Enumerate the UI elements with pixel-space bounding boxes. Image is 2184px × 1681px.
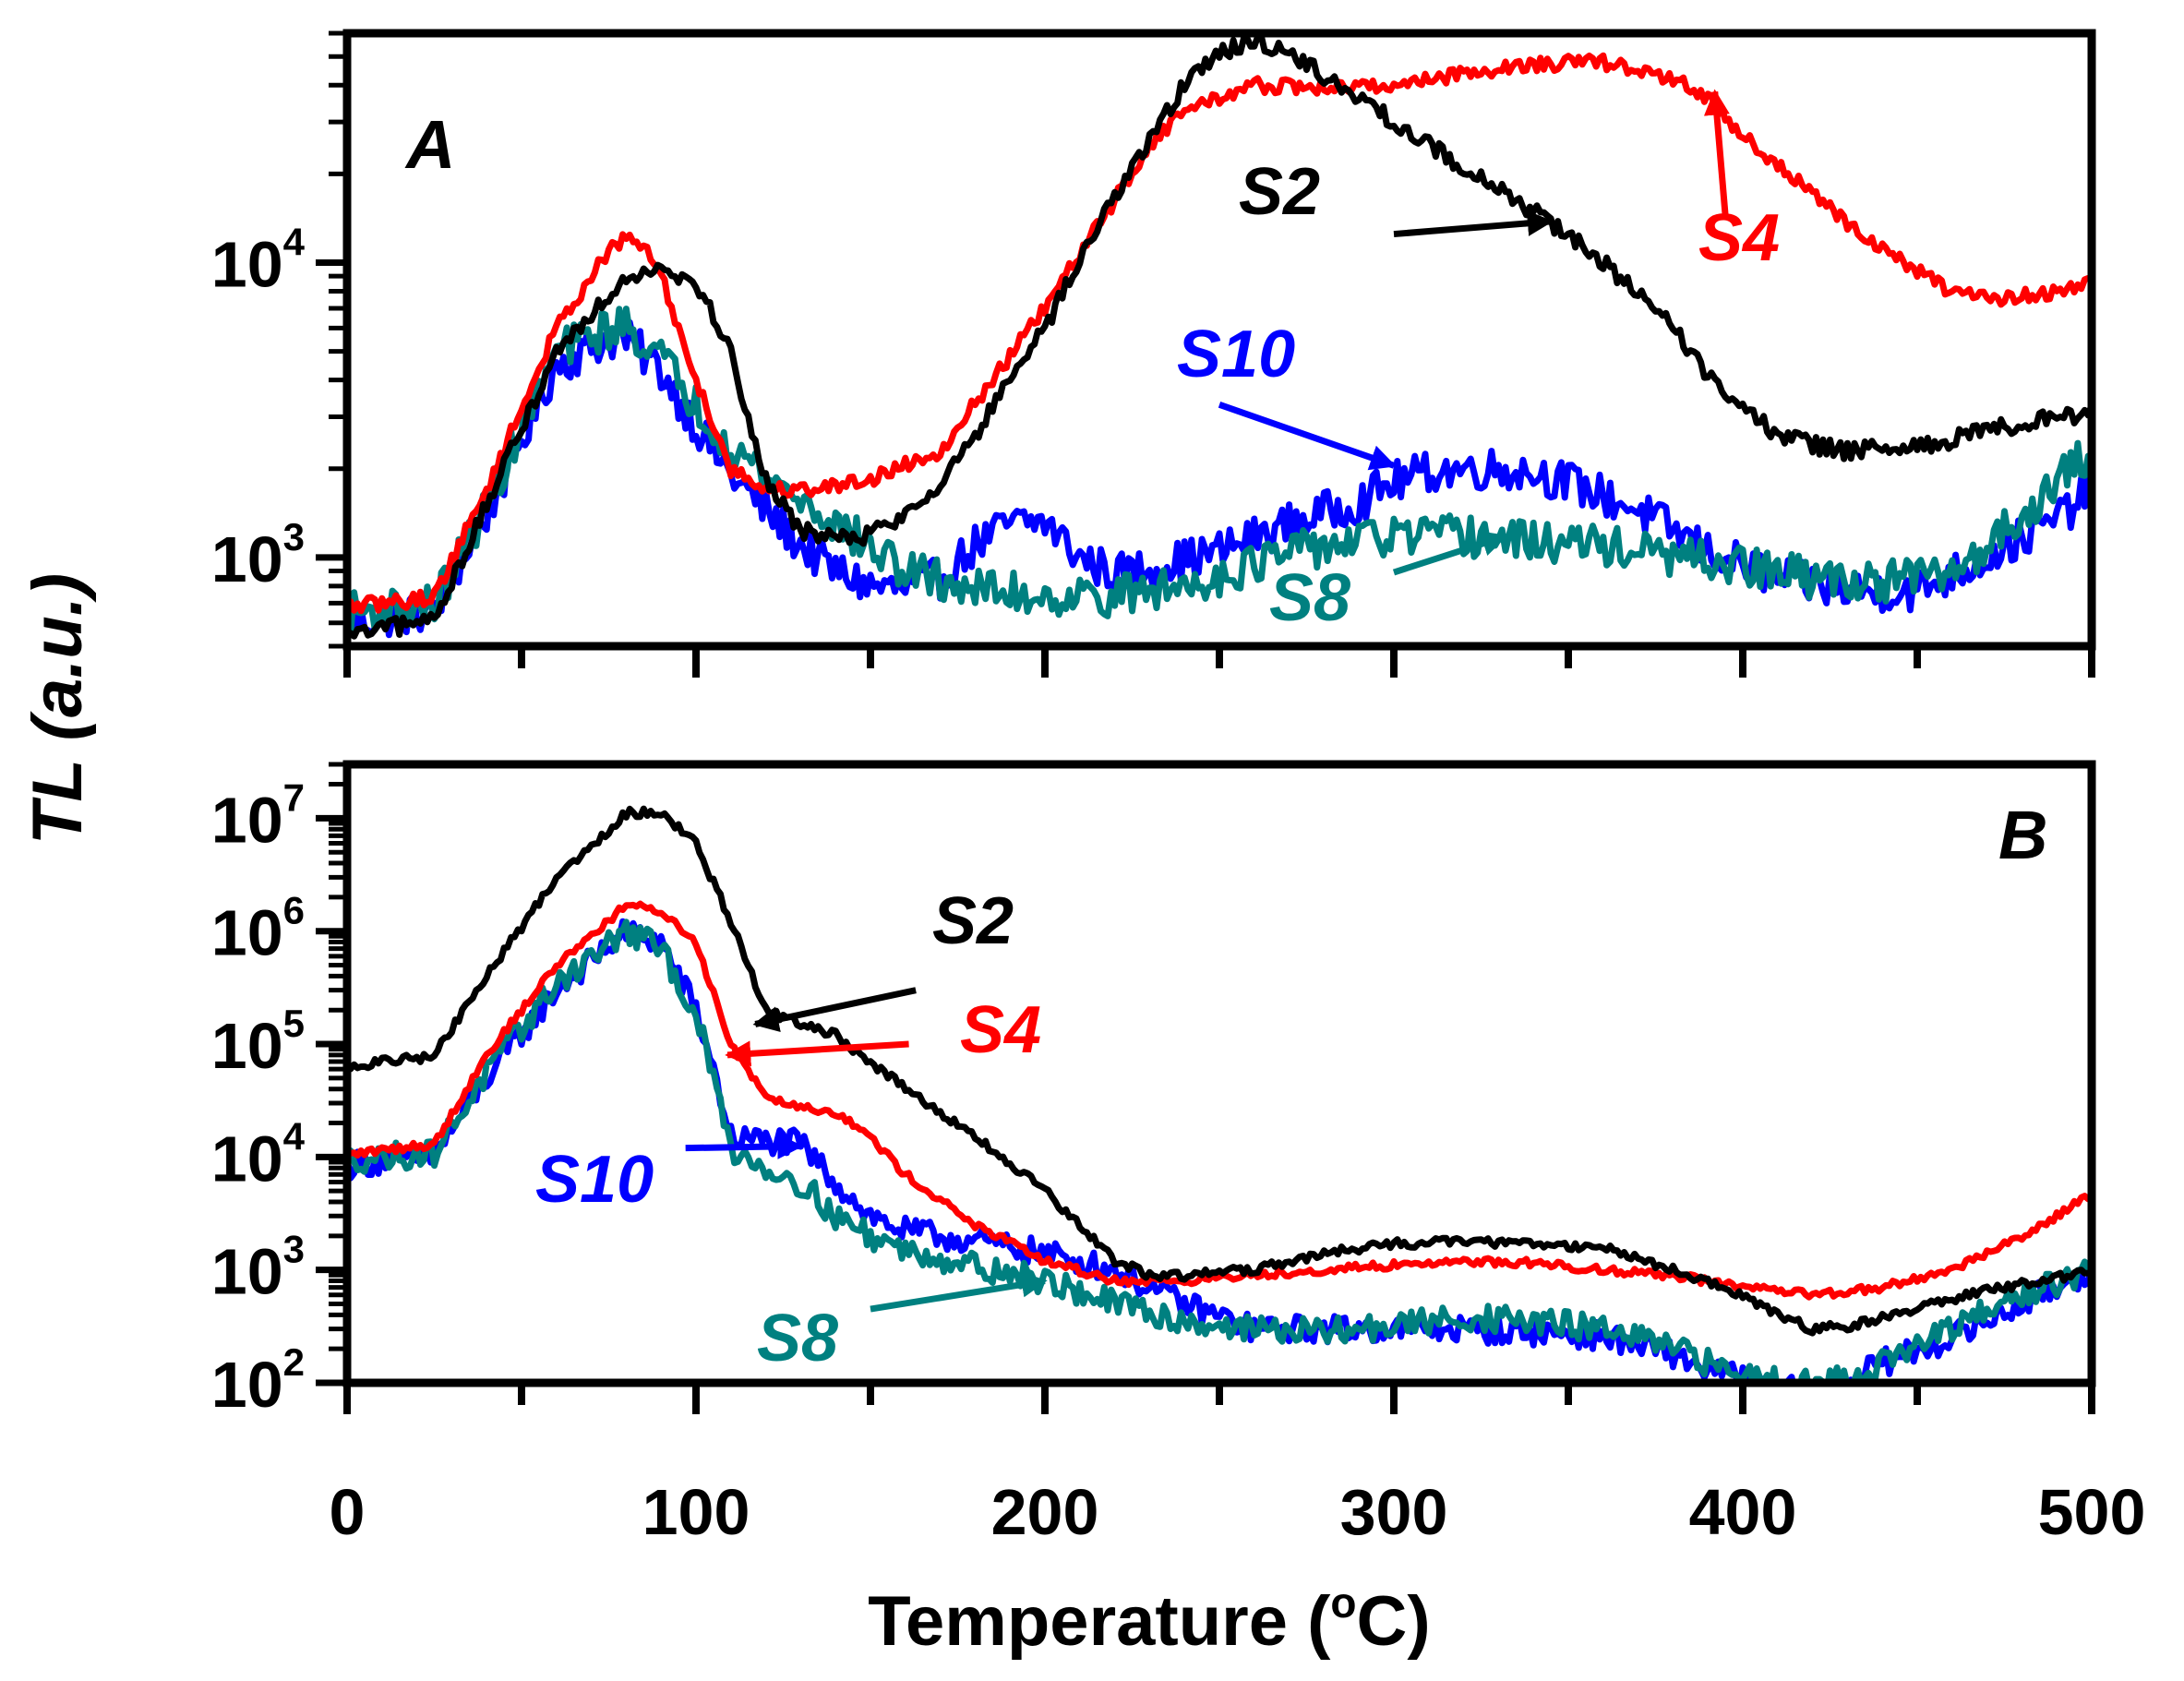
annotation-arrow-a-s2 [1393,210,1554,238]
annotation-label-a-s2: S2 [1239,155,1320,229]
annotation-arrow-a-s4 [1703,89,1730,216]
y-tick-label-a-10000: 104 [211,221,306,301]
panel-a-plot-lines [347,33,2092,640]
y-axis-label: TL (a.u.) [18,573,97,845]
annotation-arrow-b-s2 [752,987,917,1032]
series-line-a-s2 [347,33,2092,640]
panel-a: S2 S4 S10 S8 103 104 A [211,29,2096,678]
y-tick-label-b-1000000: 106 [211,889,305,969]
x-axis-label-unit: C) [1357,1582,1431,1661]
annotation-label-a-s8: S8 [1269,561,1350,635]
annotation-arrow-a-s10 [1218,401,1397,471]
x-tick-label-300: 300 [1340,1476,1448,1548]
panel-b-axes: 102 103 104 105 106 107 0 100 200 300 400 500 [211,760,2146,1548]
panel-a-axes: 103 104 [211,29,2096,678]
annotation-label-b-s10: S10 [535,1143,654,1217]
series-line-b-s4 [347,900,2092,1301]
x-axis-label: Temperature (oC) [868,1579,1430,1661]
y-tick-label-b-1000: 103 [211,1228,305,1308]
y-tick-label-b-10000: 104 [211,1114,306,1195]
annotation-label-a-s4: S4 [1698,201,1780,275]
annotation-label-b-s4: S4 [960,993,1041,1067]
panel-b-plot-lines [347,805,2092,1383]
series-line-a-s4 [347,52,2092,615]
panel-a-annotations: S2 S4 S10 S8 [1177,89,1780,635]
y-tick-label-b-100000: 105 [211,1002,305,1082]
x-tick-label-0: 0 [330,1476,366,1548]
annotation-label-b-s8: S8 [757,1302,838,1375]
y-tick-label-b-10000000: 107 [211,775,305,856]
x-tick-label-200: 200 [991,1476,1099,1548]
x-axis-label-main: Temperature ( [868,1582,1331,1661]
annotation-arrow-b-s8 [870,1271,1048,1313]
y-tick-label-a-1000: 103 [211,515,305,595]
x-tick-label-100: 100 [642,1476,750,1548]
annotation-arrow-a-s8 [1392,531,1508,576]
annotation-arrow-b-s4 [725,1040,909,1067]
panel-b: S2 S4 S10 S8 102 103 104 105 106 107 0 100 200 300 40… [211,760,2146,1548]
annotation-label-a-s10: S10 [1177,318,1295,391]
x-tick-label-400: 400 [1689,1476,1797,1548]
y-tick-label-b-100: 102 [211,1340,305,1421]
panel-a-label: A [404,106,455,183]
x-axis-label-degree: o [1330,1579,1356,1627]
panel-b-annotations: S2 S4 S10 S8 [535,884,1048,1375]
annotation-arrow-b-s10 [685,1133,804,1159]
series-line-b-s2 [347,805,2092,1337]
x-tick-label-500: 500 [2038,1476,2146,1548]
panel-b-label: B [1998,797,2047,873]
series-line-a-s8 [347,306,2092,636]
annotation-label-b-s2: S2 [932,884,1014,958]
